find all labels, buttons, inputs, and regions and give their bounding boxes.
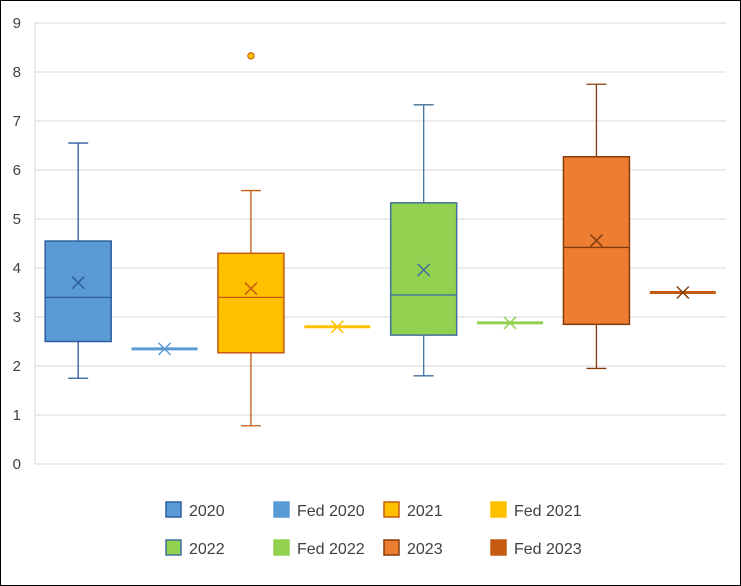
legend-label-2023: 2023 [407,541,443,558]
legend-label-2020: 2020 [189,503,225,520]
legend-item-2022: 2022 [165,539,225,558]
legend-swatch-2023 [383,539,400,556]
y-tick-label-5: 5 [13,211,21,228]
series-2022 [389,104,458,377]
mean-marker-2020 [71,276,85,290]
legend-swatch-2022 [165,539,182,556]
legend-item-fed-2022: Fed 2022 [273,539,365,558]
legend: 2020 Fed 2020 2021 Fed 2021 2022 Fed 2022 2023… [165,501,582,558]
series-fed-2020 [131,342,198,356]
series-fed-2022 [477,316,544,330]
mean-marker-2022 [417,263,431,277]
legend-label-fed-2022: Fed 2022 [297,541,365,558]
series-2023 [562,83,631,370]
series-fed-2023 [649,285,716,300]
plot-area [44,52,716,427]
y-tick-label-6: 6 [13,162,21,179]
series-2020 [44,142,112,379]
y-tick-label-3: 3 [13,309,21,326]
box-2020 [44,240,112,343]
legend-item-2020: 2020 [165,501,225,520]
legend-label-fed-2021: Fed 2021 [514,503,582,520]
y-tick-label-2: 2 [13,358,21,375]
legend-item-2021: 2021 [383,501,443,520]
legend-label-fed-2020: Fed 2020 [297,503,365,520]
y-tick-label-1: 1 [13,407,21,424]
y-tick-label-4: 4 [13,260,21,277]
legend-swatch-fed-2023 [490,539,507,556]
value-marker-fed-2022 [503,316,517,330]
legend-swatch-fed-2021 [490,501,507,518]
value-marker-fed-2020 [158,342,172,356]
box-2021 [217,252,285,354]
legend-swatch-2020 [165,501,182,518]
y-axis: 0 1 2 3 4 5 6 7 8 9 [13,15,36,473]
legend-swatch-fed-2020 [273,501,290,518]
legend-label-2021: 2021 [407,503,443,520]
value-marker-fed-2023 [676,285,690,300]
y-tick-label-7: 7 [13,113,21,130]
legend-swatch-2021 [383,501,400,518]
value-marker-fed-2021 [330,320,344,334]
mean-marker-2023 [589,234,603,248]
legend-item-fed-2021: Fed 2021 [490,501,582,520]
gridlines [35,22,726,465]
series-fed-2021 [304,320,371,334]
outlier-2021-0 [247,52,255,60]
legend-label-fed-2023: Fed 2023 [514,541,582,558]
legend-item-2023: 2023 [383,539,443,558]
legend-swatch-fed-2022 [273,539,290,556]
y-tick-label-9: 9 [13,15,21,32]
legend-label-2022: 2022 [189,541,225,558]
mean-marker-2021 [244,282,258,296]
y-tick-label-0: 0 [13,456,21,473]
y-tick-label-8: 8 [13,64,21,81]
legend-item-fed-2020: Fed 2020 [273,501,365,520]
series-2021 [217,52,285,427]
legend-item-fed-2023: Fed 2023 [490,539,582,558]
